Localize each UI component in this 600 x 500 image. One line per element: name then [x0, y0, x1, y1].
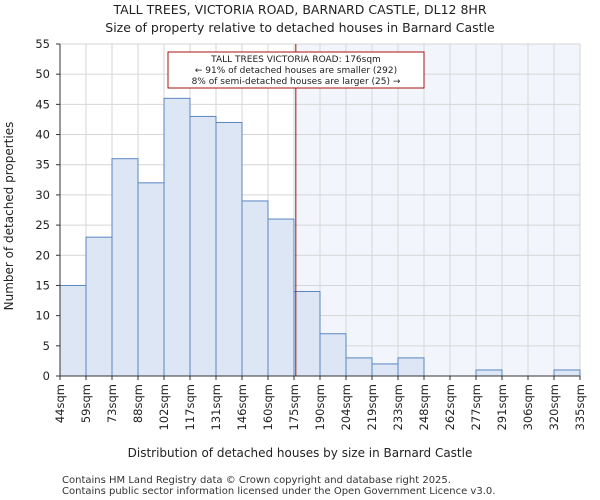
y-tick-label: 45 — [35, 97, 50, 111]
y-tick-label: 25 — [35, 218, 50, 232]
highlight-region — [295, 44, 580, 376]
bar-131sqm — [215, 121, 243, 377]
x-tick-label: 233sqm — [391, 384, 405, 430]
bar-219sqm — [371, 363, 399, 377]
bar-146sqm — [241, 200, 269, 377]
x-tick-label: 160sqm — [261, 384, 275, 430]
y-tick-labels: 0 5 10 15 20 25 30 35 40 45 50 55 — [35, 37, 60, 383]
x-tick-label: 131sqm — [209, 384, 223, 430]
footer-line-2: Contains public sector information licen… — [62, 486, 495, 497]
bars — [59, 97, 581, 377]
y-tick-label: 20 — [35, 248, 50, 262]
y-tick-label: 40 — [35, 128, 50, 142]
footer-line-1: Contains HM Land Registry data © Crown c… — [62, 475, 451, 486]
x-tick-labels: 44sqm 59sqm 73sqm 88sqm 102sqm 117sqm 131sqm 14… — [53, 376, 587, 430]
x-axis-label: Distribution of detached houses by size … — [128, 446, 473, 460]
x-tick-label: 44sqm — [53, 384, 67, 423]
x-tick-label: 219sqm — [365, 384, 379, 430]
x-tick-label: 117sqm — [183, 384, 197, 430]
x-tick-label: 306sqm — [521, 384, 535, 430]
x-tick-label: 204sqm — [339, 384, 353, 430]
bar-59sqm — [85, 236, 113, 377]
y-tick-label: 15 — [35, 278, 50, 292]
y-axis-label: Number of detached properties — [2, 122, 16, 311]
chart-title: TALL TREES, VICTORIA ROAD, BARNARD CASTL… — [112, 2, 486, 17]
chart-subtitle: Size of property relative to detached ho… — [105, 20, 495, 35]
x-tick-label: 277sqm — [469, 384, 483, 430]
bar-320sqm — [553, 369, 581, 377]
annotation-line-1: TALL TREES VICTORIA ROAD: 176sqm — [210, 55, 381, 65]
bar-160sqm — [267, 218, 295, 377]
y-tick-label: 55 — [35, 37, 50, 51]
bar-117sqm — [189, 115, 217, 377]
y-tick-label: 50 — [35, 67, 50, 81]
x-tick-label: 262sqm — [443, 384, 457, 430]
bar-73sqm — [111, 158, 139, 377]
x-tick-label: 102sqm — [157, 384, 171, 430]
bar-204sqm — [345, 357, 373, 377]
annotation-border — [167, 51, 425, 89]
x-tick-label: 59sqm — [79, 384, 93, 423]
annotation-box: TALL TREES VICTORIA ROAD: 176sqm ← 91% o… — [167, 51, 425, 89]
y-tick-label: 5 — [43, 339, 50, 353]
x-tick-label: 248sqm — [417, 384, 431, 430]
bar-44sqm — [59, 284, 87, 377]
annotation-line-2: ← 91% of detached houses are smaller (29… — [195, 66, 397, 76]
y-tick-label: 0 — [43, 369, 50, 383]
bar-190sqm — [319, 333, 347, 377]
bar-88sqm — [137, 182, 165, 377]
x-tick-label: 320sqm — [547, 384, 561, 430]
y-tick-label: 10 — [35, 309, 50, 323]
x-tick-label: 146sqm — [235, 384, 249, 430]
bar-102sqm — [163, 97, 191, 377]
x-tick-label: 175sqm — [287, 384, 301, 430]
x-tick-label: 335sqm — [573, 384, 587, 430]
bar-175sqm — [293, 290, 321, 377]
x-tick-label: 73sqm — [105, 384, 119, 423]
x-tick-label: 190sqm — [313, 384, 327, 430]
annotation-line-3: 8% of semi-detached houses are larger (2… — [192, 77, 401, 87]
x-tick-label: 291sqm — [495, 384, 509, 430]
y-tick-label: 35 — [35, 158, 50, 172]
bar-233sqm — [397, 357, 425, 377]
bar-277sqm — [475, 369, 503, 377]
y-tick-label: 30 — [35, 188, 50, 202]
x-tick-label: 88sqm — [131, 384, 145, 423]
